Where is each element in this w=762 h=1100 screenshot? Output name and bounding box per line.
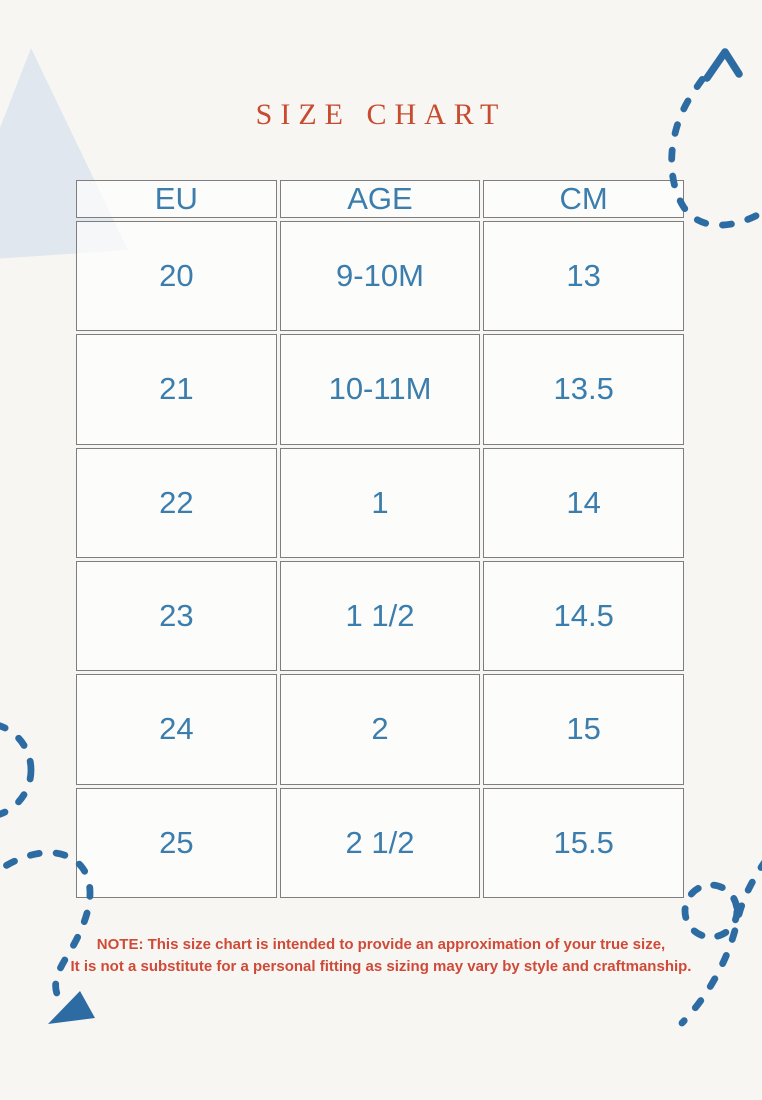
column-header: AGE: [279, 180, 481, 218]
table-cell: 13: [483, 221, 684, 332]
note-line-2: It is not a substitute for a personal fi…: [70, 958, 692, 975]
table-cell: 20: [76, 221, 277, 332]
table-cell: 15: [483, 674, 684, 785]
table-row: 21 10-11M 13.5: [76, 334, 684, 445]
table-cell: 1 1/2: [279, 560, 481, 672]
column-header: EU: [76, 180, 277, 218]
table-cell: 25: [76, 787, 277, 898]
size-table: EU AGE CM 20 9-10M 13 21 10-11M 13.5 22 1 14 23 1 1/…: [73, 177, 687, 901]
table-cell: 2 1/2: [279, 787, 481, 898]
table-cell: 21: [76, 334, 277, 445]
table-cell: 22: [76, 447, 277, 558]
table-cell: 23: [76, 560, 277, 672]
size-table-body: 20 9-10M 13 21 10-11M 13.5 22 1 14 23 1 1/2 14.5 24 2…: [76, 221, 684, 898]
table-cell: 2: [279, 674, 481, 785]
table-header-row: EU AGE CM: [76, 180, 684, 218]
table-cell: 15.5: [483, 787, 684, 898]
size-chart-table: EU AGE CM 20 9-10M 13 21 10-11M 13.5 22 1 14 23 1 1/…: [73, 177, 687, 901]
table-cell: 14.5: [483, 560, 684, 672]
page-title: SIZE CHART: [255, 98, 507, 131]
table-cell: 1: [279, 447, 481, 558]
note-line-1: NOTE: This size chart is intended to pro…: [96, 936, 666, 953]
table-row: 20 9-10M 13: [76, 221, 684, 332]
table-row: 24 2 15: [76, 674, 684, 785]
table-cell: 24: [76, 674, 277, 785]
note-text: NOTE: This size chart is intended to pro…: [0, 934, 762, 978]
table-row: 23 1 1/2 14.5: [76, 560, 684, 672]
table-cell: 14: [483, 447, 684, 558]
table-cell: 10-11M: [279, 334, 481, 445]
table-cell: 13.5: [483, 334, 684, 445]
table-cell: 9-10M: [279, 221, 481, 332]
column-header: CM: [483, 180, 684, 218]
table-row: 25 2 1/2 15.5: [76, 787, 684, 898]
table-row: 22 1 14: [76, 447, 684, 558]
